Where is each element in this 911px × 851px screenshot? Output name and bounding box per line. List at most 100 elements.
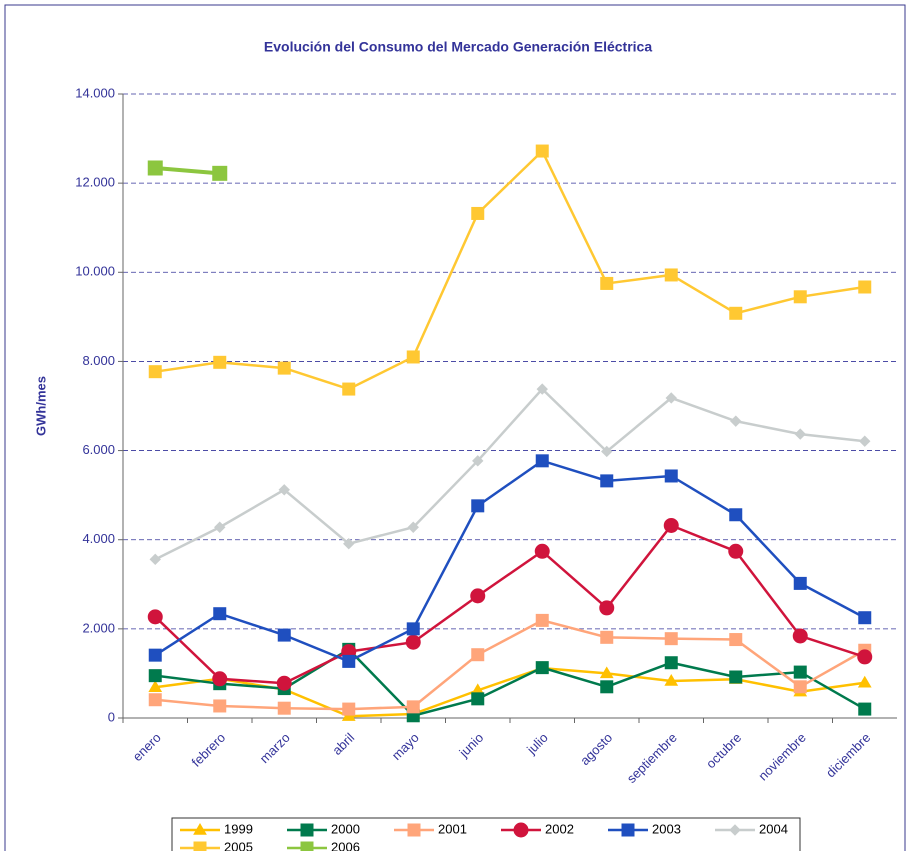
marker	[729, 508, 743, 522]
marker	[343, 538, 355, 550]
marker	[471, 499, 485, 513]
marker	[471, 206, 485, 220]
marker	[342, 382, 356, 396]
marker	[729, 670, 743, 684]
marker	[471, 692, 485, 706]
series-line	[155, 647, 866, 718]
chart-title: Evolución del Consumo del Mercado Genera…	[264, 39, 652, 55]
marker	[664, 674, 679, 686]
marker	[193, 841, 207, 851]
y-tick-label: 4.000	[82, 531, 115, 546]
marker	[300, 841, 314, 851]
y-tick-label: 6.000	[82, 442, 115, 457]
marker	[300, 823, 314, 837]
marker	[149, 553, 161, 566]
legend-label: 1999	[224, 821, 253, 836]
marker	[600, 680, 614, 694]
marker	[794, 428, 806, 440]
marker	[535, 144, 549, 158]
marker	[148, 648, 162, 662]
marker	[212, 165, 228, 181]
marker	[147, 160, 163, 176]
marker	[407, 823, 421, 837]
marker	[277, 701, 291, 715]
marker	[600, 474, 614, 488]
marker	[729, 306, 743, 320]
marker	[148, 680, 163, 692]
marker	[213, 699, 227, 713]
marker	[193, 823, 207, 835]
marker	[601, 445, 613, 458]
series-line	[154, 523, 866, 685]
marker	[406, 350, 420, 364]
marker	[213, 607, 227, 621]
marker	[792, 628, 808, 644]
y-tick-label: 14.000	[75, 85, 115, 100]
marker	[277, 361, 291, 375]
y-tick-label: 12.000	[75, 175, 115, 190]
marker	[536, 383, 548, 395]
marker	[342, 702, 356, 716]
marker	[729, 824, 741, 836]
legend-label: 2000	[331, 821, 360, 836]
marker	[534, 543, 550, 559]
marker	[793, 290, 807, 304]
marker	[405, 634, 421, 650]
marker	[793, 576, 807, 590]
legend-label: 2003	[652, 821, 681, 836]
y-axis-label: GWh/mes	[33, 376, 48, 436]
marker	[664, 268, 678, 282]
marker	[276, 675, 292, 691]
series-line	[155, 148, 865, 391]
legend-label: 2004	[759, 821, 788, 836]
series-line	[155, 165, 220, 176]
marker	[148, 693, 162, 707]
marker	[535, 454, 549, 468]
legend-label: 2005	[224, 839, 253, 851]
marker	[212, 671, 228, 687]
chart-frame	[4, 4, 906, 851]
legend-label: 2001	[438, 821, 467, 836]
marker	[730, 415, 742, 427]
marker	[472, 455, 484, 467]
marker	[213, 355, 227, 369]
marker	[793, 680, 807, 694]
y-tick-label: 8.000	[82, 353, 115, 368]
marker	[664, 656, 678, 670]
marker	[793, 665, 807, 679]
marker	[535, 613, 549, 627]
series-line	[154, 459, 866, 663]
marker	[599, 666, 614, 679]
legend-box	[171, 817, 801, 851]
marker	[664, 632, 678, 646]
marker	[663, 517, 679, 533]
legend: 1999 2000 2001 2002 2003 2004 2005 2006	[171, 817, 801, 851]
marker	[147, 609, 163, 625]
marker	[857, 649, 873, 665]
marker	[214, 521, 226, 533]
marker	[621, 823, 635, 837]
y-tick-label: 0	[108, 709, 115, 724]
marker	[729, 633, 743, 647]
marker	[858, 702, 872, 716]
marker	[599, 600, 615, 616]
marker	[857, 675, 872, 688]
y-tick-label: 10.000	[75, 264, 115, 279]
marker	[277, 628, 291, 642]
series-line	[155, 619, 866, 711]
marker	[665, 392, 677, 404]
marker	[728, 543, 744, 559]
marker	[664, 469, 678, 483]
marker	[858, 280, 872, 294]
marker	[859, 435, 871, 447]
marker	[471, 648, 485, 662]
y-tick-label: 2.000	[82, 620, 115, 635]
legend-label: 2006	[331, 839, 360, 851]
marker	[278, 484, 290, 496]
marker	[535, 661, 549, 675]
marker	[406, 700, 420, 714]
series-line	[154, 387, 865, 561]
marker	[406, 622, 420, 636]
marker	[342, 654, 356, 668]
